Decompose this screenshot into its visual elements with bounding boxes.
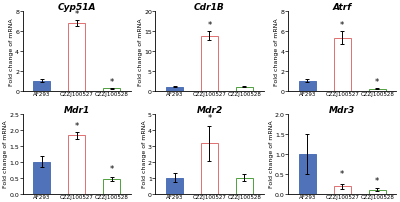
- Bar: [201, 144, 218, 194]
- Bar: [33, 81, 50, 91]
- Bar: [299, 81, 316, 91]
- Title: Mdr1: Mdr1: [64, 105, 90, 114]
- Bar: [33, 162, 50, 194]
- Title: Mdr2: Mdr2: [196, 105, 223, 114]
- Title: Atrf: Atrf: [333, 3, 352, 12]
- Bar: [166, 178, 183, 194]
- Text: *: *: [207, 21, 212, 30]
- Bar: [334, 39, 351, 91]
- Bar: [334, 186, 351, 194]
- Y-axis label: Fold change of mRNA: Fold change of mRNA: [138, 18, 143, 85]
- Y-axis label: Fold change of mRNA: Fold change of mRNA: [9, 18, 14, 85]
- Text: *: *: [340, 169, 344, 179]
- Bar: [299, 154, 316, 194]
- Y-axis label: Fold change of mRNA: Fold change of mRNA: [142, 120, 146, 187]
- Title: Mdr3: Mdr3: [329, 105, 356, 114]
- Text: *: *: [74, 10, 79, 19]
- Bar: [368, 190, 386, 194]
- Bar: [103, 89, 120, 91]
- Y-axis label: Fold change of mRNA: Fold change of mRNA: [3, 120, 8, 187]
- Bar: [103, 179, 120, 194]
- Text: *: *: [109, 77, 114, 86]
- Bar: [68, 24, 85, 91]
- Y-axis label: Fold change of mRNA: Fold change of mRNA: [268, 120, 274, 187]
- Bar: [236, 87, 253, 91]
- Bar: [236, 178, 253, 194]
- Y-axis label: Fold change of mRNA: Fold change of mRNA: [274, 18, 279, 85]
- Text: *: *: [74, 121, 79, 130]
- Bar: [166, 87, 183, 91]
- Bar: [368, 89, 386, 91]
- Text: *: *: [375, 77, 379, 86]
- Text: *: *: [340, 21, 344, 30]
- Text: *: *: [207, 113, 212, 122]
- Title: Cyp51A: Cyp51A: [57, 3, 96, 12]
- Bar: [201, 36, 218, 91]
- Text: *: *: [375, 176, 379, 185]
- Title: Cdr1B: Cdr1B: [194, 3, 225, 12]
- Text: *: *: [109, 165, 114, 174]
- Bar: [68, 136, 85, 194]
